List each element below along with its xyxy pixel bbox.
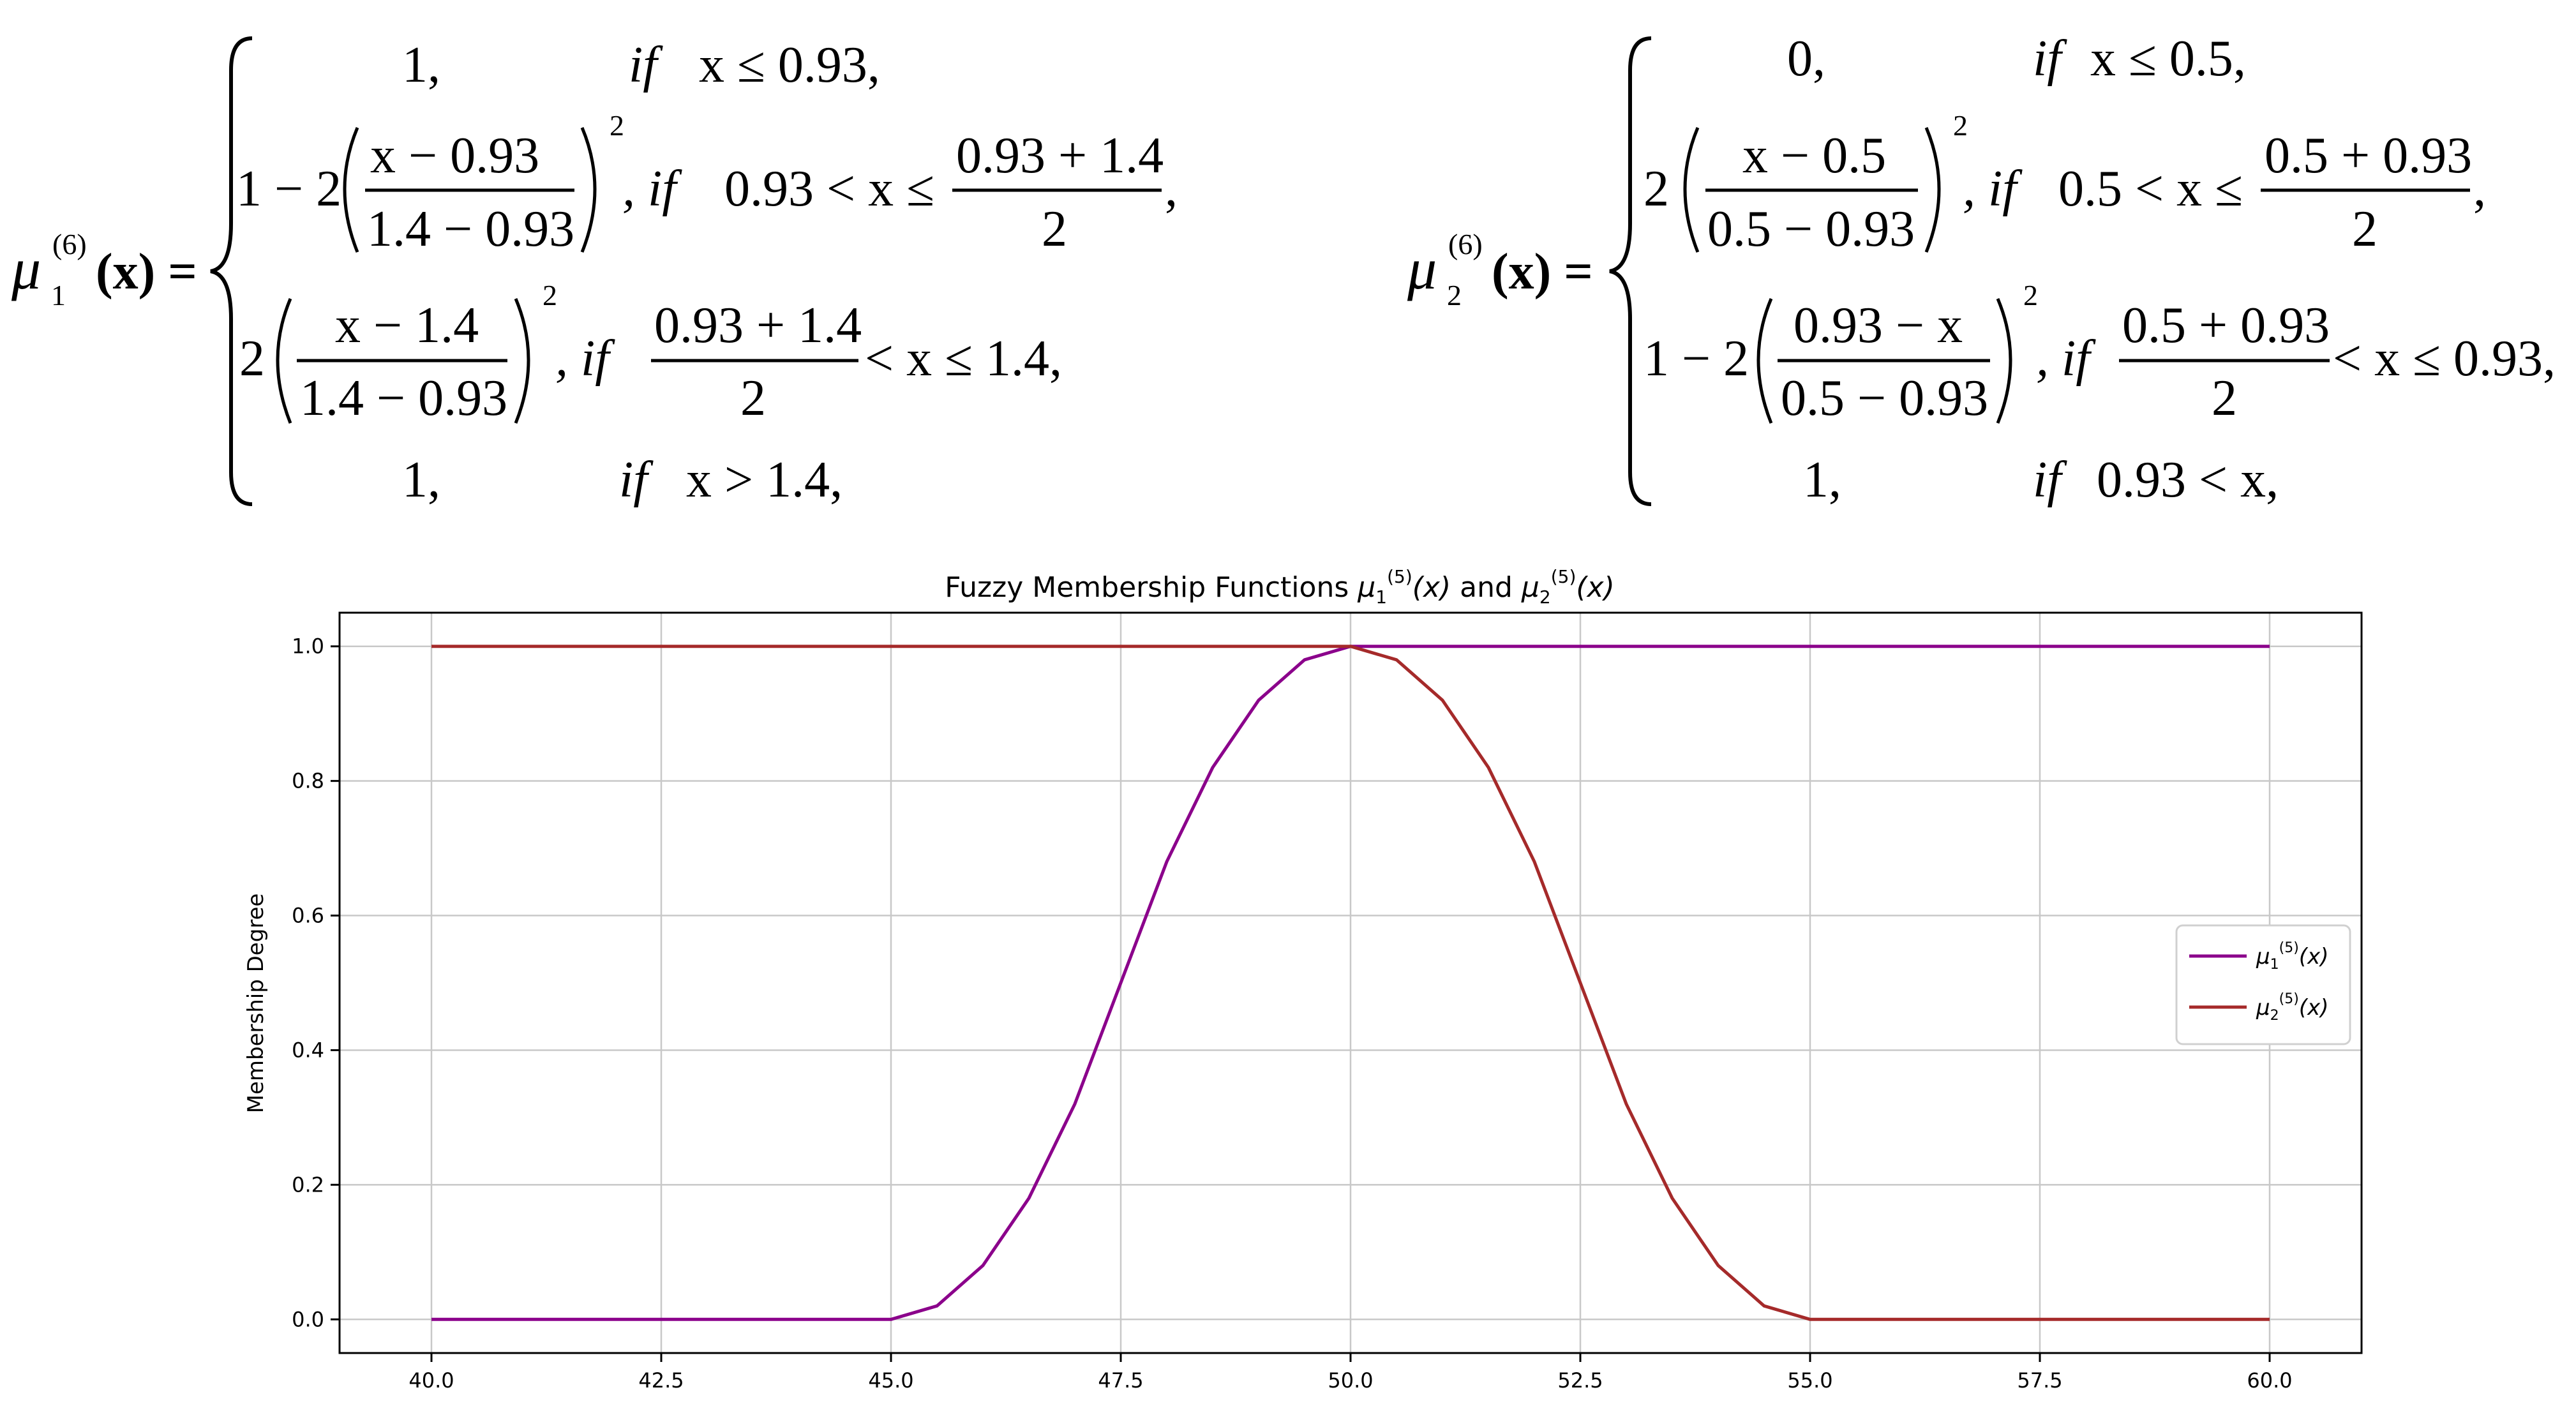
y-tick-label: 0.8 (292, 769, 324, 793)
mu2-row4-value: 1, (1803, 452, 1841, 508)
mu2-row2-lparen (1683, 127, 1700, 253)
mu2-row2-num: x − 0.5 (1742, 128, 1886, 184)
x-tick-label: 57.5 (2017, 1368, 2062, 1393)
mu2-row1-if: if (2033, 31, 2067, 87)
mu1-row4-cond: x > 1.4, (686, 452, 842, 508)
x-tick-label: 52.5 (1557, 1368, 1603, 1393)
y-axis-ticks: 0.0 0.2 0.4 0.6 0.8 1.0 (292, 634, 340, 1331)
mu1-row2-end: , (1165, 161, 1178, 217)
x-tick-label: 42.5 (638, 1368, 684, 1393)
mu2-row2-end: , (2473, 161, 2486, 217)
mu1-lhs-arg: (x) = (96, 244, 197, 300)
mu1-row2-fden: 2 (1042, 201, 1067, 257)
mu2-row3-fnum: 0.5 + 0.93 (2122, 297, 2330, 354)
mu1-row3-if: , if (555, 331, 615, 387)
mu1-row3-rparen (514, 298, 530, 424)
mu1-row2-lparen (343, 127, 359, 253)
x-tick-label: 40.0 (408, 1368, 454, 1393)
mu1-row3-fnum: 0.93 + 1.4 (654, 297, 862, 354)
mu1-row3-lparen (276, 298, 292, 424)
mu2-lhs-mu: μ (1407, 236, 1437, 301)
mu1-lhs-sub: 1 (51, 279, 66, 311)
mu2-row3-den: 0.5 − 0.93 (1781, 370, 1988, 426)
mu1-row3-cond: < x ≤ 1.4, (865, 331, 1062, 387)
mu1-row2-rparen (580, 127, 597, 253)
x-tick-label: 55.0 (1787, 1368, 1832, 1393)
mu1-lhs-mu: μ (11, 236, 41, 301)
mu1-row3-den: 1.4 − 0.93 (300, 370, 507, 426)
mu2-row2-prefix: 2 (1644, 161, 1669, 217)
y-axis-label: Membership Degree (243, 894, 269, 1114)
mu1-row2-pow: 2 (610, 109, 624, 142)
mu2-brace (1609, 36, 1652, 506)
mu1-row2-if: , if (622, 161, 682, 217)
x-tick-label: 50.0 (1328, 1368, 1373, 1393)
mu2-row3-cond: < x ≤ 0.93, (2333, 331, 2556, 387)
mu2-row2-fnum: 0.5 + 0.93 (2265, 128, 2472, 184)
mu2-lhs-sub: 2 (1447, 279, 1462, 311)
mu2-row3-num: 0.93 − x (1793, 297, 1963, 354)
mu2-row2-if: , if (1963, 161, 2023, 217)
mu2-row3-rparen (1996, 298, 2012, 424)
mu2-row4-if: if (2033, 452, 2067, 508)
legend: μ1(5)(x) μ2(5)(x) (2175, 924, 2351, 1045)
legend-box (2175, 924, 2351, 1045)
mu2-lhs-arg: (x) = (1492, 244, 1593, 300)
x-tick-label: 60.0 (2247, 1368, 2292, 1393)
mu1-row2-den: 1.4 − 0.93 (367, 201, 574, 257)
mu1-row3-pow: 2 (543, 279, 557, 311)
chart-title: Fuzzy Membership Functions μ1(5)(x) and … (945, 566, 1615, 608)
y-tick-label: 1.0 (292, 634, 324, 659)
mu2-row2-fden: 2 (2352, 201, 2378, 257)
y-tick-label: 0.6 (292, 904, 324, 928)
mu2-row2-den: 0.5 − 0.93 (1707, 201, 1915, 257)
mu1-row4-value: 1, (402, 452, 440, 508)
mu1-row3-num: x − 1.4 (335, 297, 479, 354)
mu1-row3-prefix: 2 (239, 331, 265, 387)
formula-mu2: μ (6) 2 (x) = 0, if x ≤ 0.5, 2 x − 0.5 0… (1407, 31, 2556, 508)
formula-mu1: μ (6) 1 (x) = 1, if x ≤ 0.93, 1 − 2 x − … (11, 36, 1178, 508)
mu2-row2-rparen (1924, 127, 1941, 253)
mu1-row4-if: if (619, 452, 654, 508)
mu1-row2-num: x − 0.93 (370, 128, 539, 184)
mu1-row2-prefix: 1 − 2 (236, 161, 341, 217)
x-tick-label: 47.5 (1098, 1368, 1143, 1393)
mu2-row4-cond: 0.93 < x, (2097, 452, 2279, 508)
mu1-row1-if: if (629, 37, 663, 93)
mu2-row1-cond: x ≤ 0.5, (2090, 31, 2246, 87)
mu1-row2-fnum: 0.93 + 1.4 (956, 128, 1164, 184)
legend-label-mu1: μ1(5)(x) (2256, 940, 2328, 973)
mu1-row1-value: 1, (402, 37, 440, 93)
mu1-brace (210, 36, 253, 506)
mu1-row2-cond: 0.93 < x ≤ (724, 161, 934, 217)
legend-label-mu2: μ2(5)(x) (2256, 991, 2328, 1024)
y-tick-label: 0.0 (292, 1307, 324, 1331)
plot-series (431, 645, 2270, 1321)
mu2-row3-if: , if (2036, 331, 2096, 387)
mu2-row3-pow: 2 (2023, 279, 2038, 311)
mu2-row3-lparen (1756, 298, 1773, 424)
mu2-lhs-sup: (6) (1448, 228, 1483, 260)
series-line-1 (431, 645, 2270, 1321)
x-axis-ticks: 40.0 42.5 45.0 47.5 50.0 52.5 55.0 57.5 60.0 (408, 1353, 2293, 1393)
mu2-row1-value: 0, (1787, 31, 1825, 87)
mu1-row1-cond: x ≤ 0.93, (699, 37, 880, 93)
mu1-lhs-sup: (6) (52, 228, 87, 260)
chart: Fuzzy Membership Functions μ1(5)(x) and … (243, 566, 2363, 1393)
mu2-row2-cond: 0.5 < x ≤ (2058, 161, 2243, 217)
series-line-2 (431, 645, 2270, 1321)
y-tick-label: 0.2 (292, 1172, 324, 1197)
x-tick-label: 45.0 (868, 1368, 913, 1393)
mu1-row3-fden: 2 (740, 370, 766, 426)
mu2-row3-prefix: 1 − 2 (1644, 331, 1749, 387)
y-tick-label: 0.4 (292, 1038, 324, 1062)
mu2-row2-pow: 2 (1953, 109, 1968, 142)
grid-lines (340, 613, 2362, 1353)
mu2-row3-fden: 2 (2212, 370, 2237, 426)
